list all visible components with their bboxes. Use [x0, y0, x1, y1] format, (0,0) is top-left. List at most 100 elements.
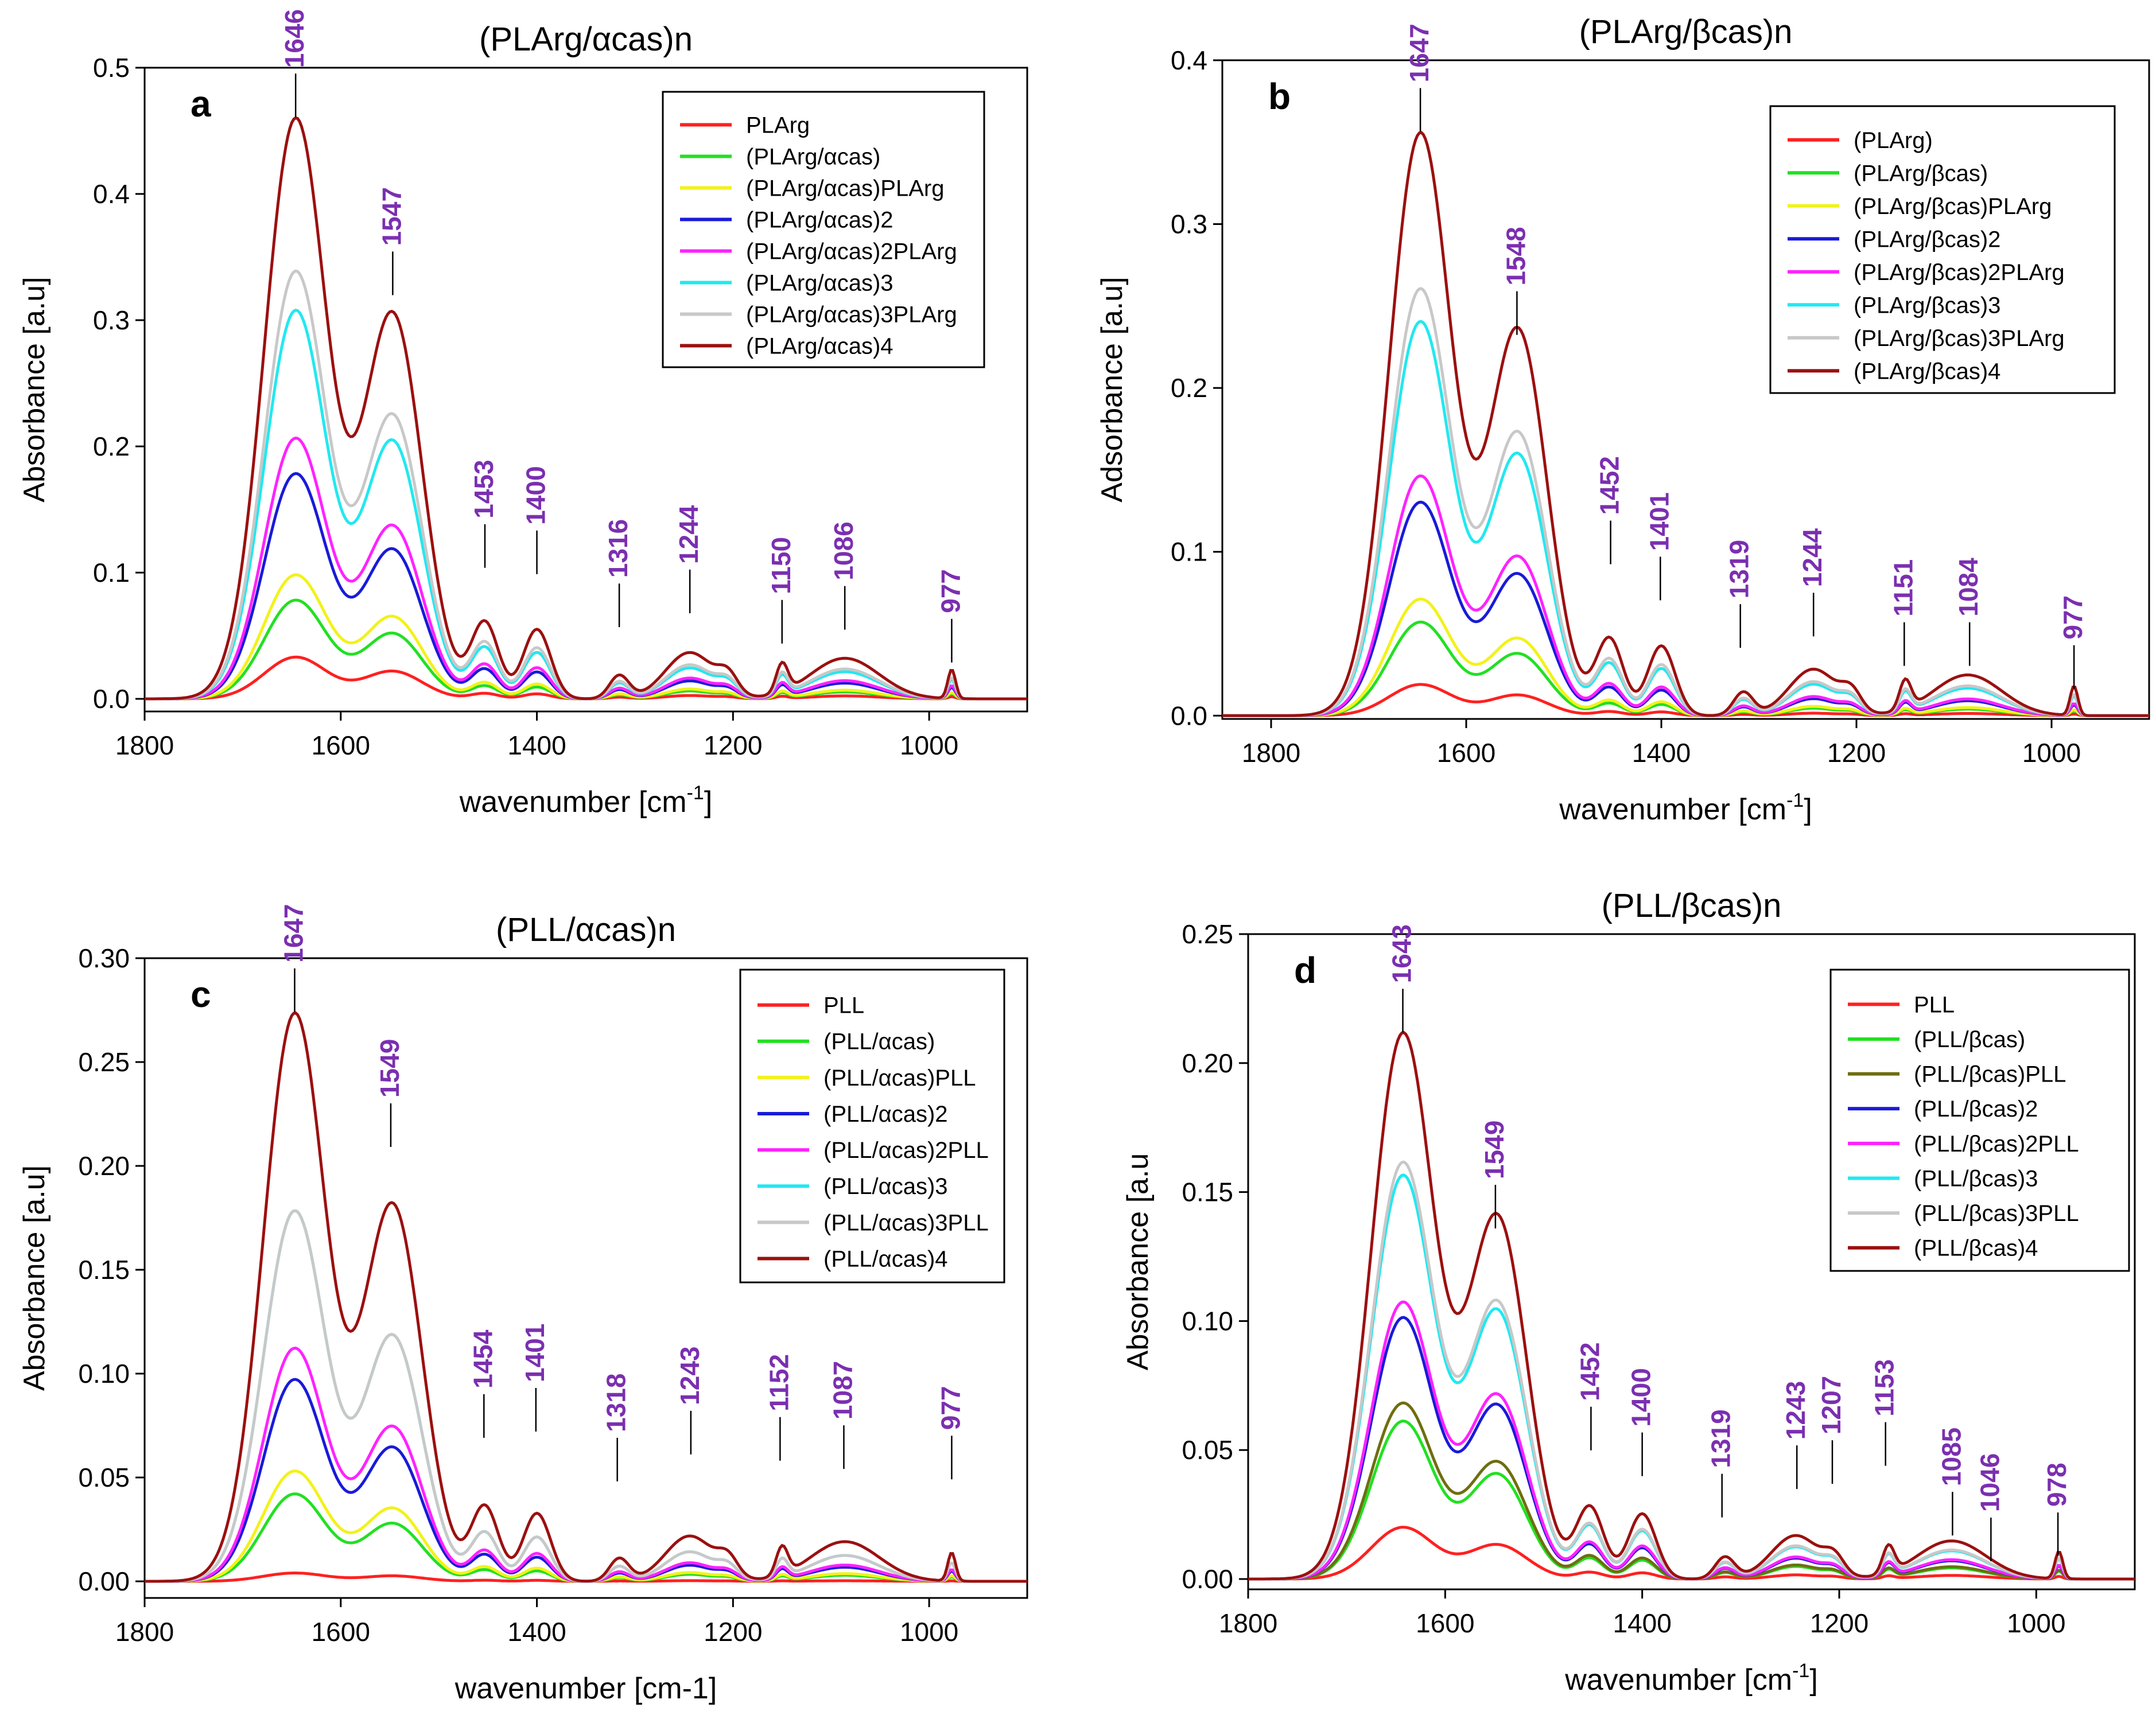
- series-line-2: [145, 1469, 1027, 1583]
- peak-label: 1549: [375, 1039, 405, 1098]
- peak-label: 978: [2042, 1463, 2072, 1507]
- y-tick-label: 0.10: [78, 1359, 130, 1389]
- peak-label: 1647: [1404, 24, 1434, 82]
- x-tick-label: 1000: [900, 1617, 958, 1647]
- y-tick-label: 0.30: [78, 943, 130, 973]
- legend-entry: (PLArg/αcas)3: [746, 271, 894, 296]
- panel-c: (PLL/αcas)n c 1800 1600 1400 1200 1000 0.00 0.05…: [18, 904, 1028, 1705]
- y-axis-label: Absorbance [a.u: [1121, 1153, 1155, 1371]
- peak-label: 1243: [675, 1346, 705, 1405]
- legend-entry: (PLArg/βcas)3PLArg: [1854, 326, 2065, 351]
- y-tick-label: 0.00: [1182, 1564, 1233, 1594]
- y-tick-label: 0.3: [93, 305, 130, 335]
- x-axis-label: wavenumber [cm-1]: [1559, 790, 1812, 826]
- peak-label: 1400: [521, 466, 551, 524]
- legend-entry: (PLL/αcas)4: [823, 1246, 948, 1271]
- panel-d: (PLL/βcas)n d 1800 1600 1400 1200 1000 0.00 0.05…: [1121, 887, 2136, 1697]
- peak-label: 977: [935, 569, 965, 613]
- chart-title: (PLArg/αcas)n: [479, 21, 693, 58]
- legend-entry: (PLL/βcas)3: [1914, 1166, 2038, 1191]
- legend-entry: (PLArg/βcas)PLArg: [1854, 194, 2052, 219]
- peak-label: 1244: [674, 505, 704, 564]
- peak-label: 1646: [279, 9, 309, 68]
- y-tick-label: 0.25: [1182, 919, 1233, 949]
- legend-entry: (PLArg/αcas)PLArg: [746, 176, 944, 201]
- chart-title: (PLArg/βcas)n: [1579, 13, 1793, 50]
- legend-entry: PLL: [823, 993, 864, 1018]
- x-tick-label: 1400: [507, 1617, 566, 1647]
- series-lines: [1222, 131, 2149, 717]
- chart-title: (PLL/βcas)n: [1602, 887, 1782, 924]
- x-tick-label: 1800: [1242, 738, 1300, 768]
- series-lines: [145, 1011, 1027, 1583]
- legend-entry: (PLL/βcas)4: [1914, 1236, 2038, 1261]
- x-tick-label: 1600: [312, 730, 370, 760]
- y-tick-label: 0.05: [1182, 1435, 1233, 1465]
- y-axis-label: Absorbance [a.u]: [18, 1165, 51, 1391]
- x-tick-label: 1200: [704, 730, 762, 760]
- legend-entry: (PLArg): [1854, 128, 1933, 153]
- panel-a: (PLArg/αcas)n a 1800 1600 1400 1200 1000 0.0 0.1…: [18, 9, 1028, 819]
- panel-letter: c: [191, 974, 211, 1015]
- peak-label: 1152: [764, 1354, 794, 1411]
- legend-entry: PLArg: [746, 113, 810, 138]
- peak-label: 1150: [766, 537, 796, 594]
- plot-frame: [143, 957, 1028, 1599]
- x-tick-label: 1800: [1219, 1608, 1277, 1638]
- peak-label: 1547: [376, 187, 406, 246]
- legend-entry: (PLArg/αcas): [746, 145, 880, 170]
- legend-box: [1769, 105, 2116, 394]
- peak-label: 1452: [1595, 456, 1625, 515]
- y-tick-label: 0.3: [1171, 209, 1207, 239]
- legend-entry: (PLL/βcas)PLL: [1914, 1062, 2066, 1087]
- peak-label: 1084: [1953, 558, 1983, 617]
- x-tick-label: 1200: [1827, 738, 1886, 768]
- x-tick-label: 1400: [1613, 1608, 1671, 1638]
- x-tick-label: 1600: [312, 1617, 370, 1647]
- peak-label: 1549: [1479, 1121, 1509, 1179]
- peak-label: 1207: [1816, 1376, 1846, 1434]
- legend-entry: (PLArg/αcas)3PLArg: [746, 302, 957, 328]
- series-line-6: [1222, 287, 2149, 717]
- x-tick-label: 1800: [115, 1617, 174, 1647]
- x-tick-label: 1200: [704, 1617, 762, 1647]
- legend-entry: (PLArg/αcas)2PLArg: [746, 239, 957, 265]
- peak-label: 1243: [1781, 1381, 1811, 1440]
- y-tick-label: 0.1: [1171, 537, 1207, 567]
- series-line-7: [1222, 131, 2149, 717]
- plot-frame: [1221, 59, 2150, 720]
- peak-label: 1453: [469, 460, 499, 518]
- legend-box: [662, 91, 985, 368]
- legend-entry: (PLArg/βcas)4: [1854, 359, 2000, 384]
- y-tick-label: 0.4: [93, 179, 130, 209]
- peak-label: 1086: [829, 522, 858, 580]
- y-tick-label: 0.15: [78, 1255, 130, 1285]
- x-tick-label: 1600: [1416, 1608, 1474, 1638]
- panel-letter: b: [1268, 76, 1291, 117]
- peak-label: 1085: [1936, 1428, 1966, 1486]
- y-tick-label: 0.05: [78, 1463, 130, 1492]
- legend-entry: (PLArg/αcas)4: [746, 334, 894, 359]
- legend-entry: (PLL/βcas): [1914, 1027, 2025, 1052]
- series-line-7: [145, 116, 1027, 701]
- series-line-2: [1222, 597, 2149, 717]
- peak-label: 1244: [1797, 528, 1827, 587]
- panel-b: (PLArg/βcas)n b 1800 1600 1400 1200 1000 0.0 0.1…: [1096, 13, 2150, 826]
- plot-frame: [143, 67, 1028, 713]
- peak-label: 977: [935, 1386, 965, 1430]
- series-line-0: [1222, 683, 2149, 717]
- legend: (PLArg) (PLArg/βcas) (PLArg/βcas)PLArg (PLA…: [1769, 105, 2116, 394]
- peak-label: 1319: [1724, 540, 1754, 598]
- y-tick-label: 0.4: [1171, 45, 1207, 75]
- y-axis-label: Adsorbance [a.u]: [1096, 277, 1129, 502]
- legend: PLL (PLL/αcas) (PLL/αcas)PLL (PLL/αcas)2 (PL…: [739, 969, 1005, 1284]
- series-line-4: [145, 436, 1027, 701]
- y-tick-label: 0.10: [1182, 1306, 1233, 1336]
- peak-label: 1454: [468, 1329, 498, 1389]
- series-line-4: [145, 1347, 1027, 1583]
- x-tick-label: 1000: [2022, 738, 2081, 768]
- peak-label: 1401: [1644, 492, 1674, 551]
- series-line-7: [145, 1011, 1027, 1583]
- peak-label: 1151: [1888, 559, 1918, 617]
